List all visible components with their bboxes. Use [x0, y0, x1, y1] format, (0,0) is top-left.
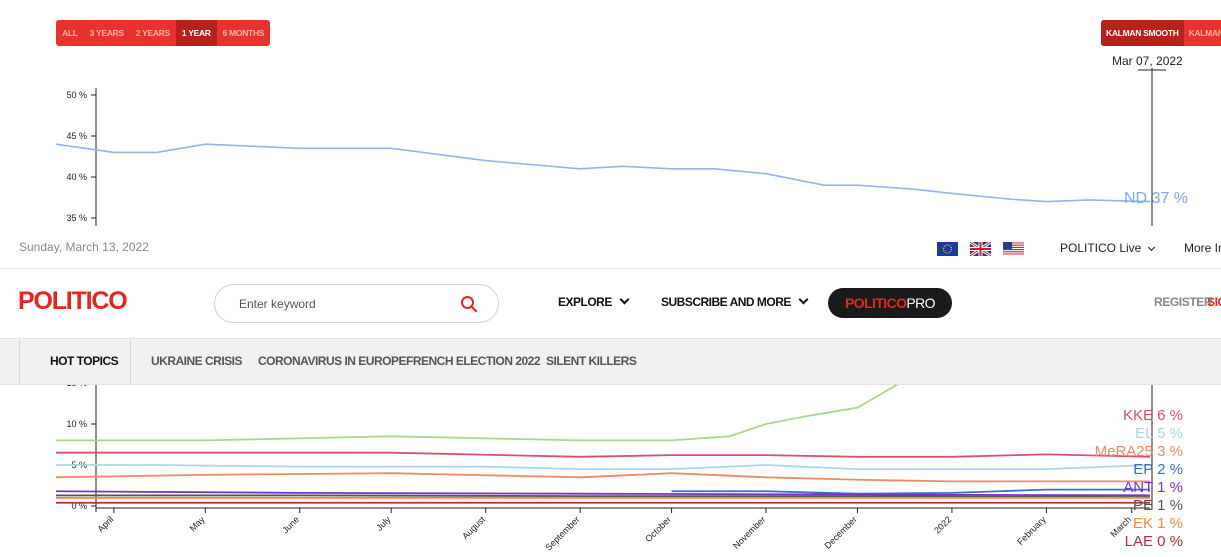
legend-party-value: 2 %: [1157, 461, 1183, 478]
legend-el: EL 5 %: [1135, 425, 1183, 442]
series-line-ep: [671, 488, 1150, 495]
hot-topics-label: HOT TOPICS: [19, 339, 131, 384]
y-tick-label-upper: 35 %: [66, 213, 87, 223]
legend-ek: EK 1 %: [1133, 515, 1183, 532]
chevron-down-icon: [1147, 243, 1155, 252]
y-tick-label-lower: 10 %: [66, 419, 87, 429]
time-range-selector: ALL 3 YEARS 2 YEARS 1 YEAR 6 MONTHS: [56, 20, 271, 46]
legend-mera25: MeRA25 3 %: [1095, 443, 1183, 460]
x-tick-label: May: [188, 514, 207, 533]
x-tick-label: October: [643, 514, 673, 544]
range-button-1-year[interactable]: 1 YEAR: [175, 20, 217, 46]
legend-party-name: EL: [1135, 425, 1153, 442]
us-flag-icon[interactable]: [1003, 242, 1024, 256]
smoothing-button-kalman[interactable]: KALMAN: [1188, 28, 1221, 38]
x-tick-label: February: [1015, 514, 1048, 547]
series-line-kke: [56, 451, 1151, 458]
topic-coronavirus[interactable]: CORONAVIRUS IN EUROPE: [258, 354, 406, 368]
series-line-ant: [55, 490, 1151, 497]
range-button-6-months[interactable]: 6 MONTHS: [222, 28, 265, 38]
topic-french-election[interactable]: FRENCH ELECTION 2022: [406, 354, 541, 368]
legend-party-name: PE: [1132, 497, 1153, 514]
legend-party-name: MeRA25: [1094, 443, 1153, 460]
legend-party-value: 1 %: [1157, 479, 1183, 496]
more-in-menu[interactable]: More In: [1184, 241, 1221, 255]
search-icon[interactable]: [460, 295, 478, 313]
chevron-down-icon: [619, 294, 630, 305]
register-link[interactable]: REGISTER: [1154, 295, 1213, 309]
pro-button-label: PRO: [906, 295, 935, 311]
x-tick-label: August: [460, 514, 487, 541]
y-tick-label-lower: 0 %: [71, 501, 87, 511]
legend-kke: KKE 6 %: [1123, 407, 1183, 424]
x-tick-label: December: [822, 514, 858, 550]
legend-party-value: 1 %: [1157, 515, 1183, 532]
x-tick-label: 2022: [932, 514, 953, 535]
series-line-mera25: [55, 472, 1150, 483]
legend-party-name: EP: [1133, 461, 1153, 478]
search-input[interactable]: [239, 295, 449, 313]
x-tick-label: April: [96, 514, 116, 534]
legend-party-name: ANT: [1123, 479, 1153, 496]
legend-party-value: 6 %: [1157, 407, 1183, 424]
smoothing-button-kalman-smooth[interactable]: KALMAN SMOOTH: [1101, 20, 1184, 46]
legend-party-value: 5 %: [1157, 425, 1183, 442]
x-tick-label: June: [280, 514, 301, 535]
nd-series-label: ND 37 %: [1124, 190, 1189, 207]
subscribe-menu[interactable]: SUBSCRIBE AND MORE: [661, 294, 809, 309]
topic-ukraine-crisis[interactable]: UKRAINE CRISIS: [151, 354, 243, 368]
legend-ant: ANT 1 %: [1123, 479, 1183, 496]
x-tick-label: July: [374, 514, 393, 533]
legend-lae: LAE 0 %: [1125, 533, 1183, 550]
topics-bar: HOT TOPICS UKRAINE CRISIS CORONAVIRUS IN…: [0, 338, 1221, 385]
legend-party-value: 1 %: [1157, 497, 1183, 514]
header-divider: [0, 268, 1221, 269]
date-marker-label: Mar 07, 2022: [1112, 54, 1183, 68]
legend-ep: EP 2 %: [1133, 461, 1183, 478]
politico-pro-button[interactable]: POLITICOPRO: [828, 288, 952, 318]
series-line-syriza: [56, 382, 901, 442]
explore-menu[interactable]: EXPLORE: [558, 294, 630, 309]
y-tick-label-upper: 45 %: [66, 131, 87, 141]
legend-party-name: LAE: [1124, 533, 1153, 550]
x-tick-label: November: [731, 514, 767, 550]
legend-party-name: EK: [1132, 515, 1153, 532]
eu-flag-icon[interactable]: [937, 242, 958, 256]
series-line-pe: [56, 494, 1151, 498]
legend-party-value: 0 %: [1157, 533, 1183, 550]
series-line-nd: [55, 143, 1151, 203]
legend-party-value: 3 %: [1157, 443, 1183, 460]
range-button-3-years[interactable]: 3 YEARS: [89, 28, 124, 38]
pro-button-brand: POLITICO: [845, 295, 907, 311]
politico-live-menu[interactable]: POLITICO Live: [1060, 241, 1155, 255]
header-date: Sunday, March 13, 2022: [19, 240, 149, 254]
search-box: [214, 284, 499, 323]
legend-pe: PE 1 %: [1133, 497, 1183, 514]
y-tick-label-upper: 50 %: [66, 90, 87, 100]
smoothing-selector: KALMAN SMOOTH KALMAN: [1101, 20, 1221, 46]
range-button-all[interactable]: ALL: [62, 28, 78, 38]
uk-flag-icon[interactable]: [970, 242, 991, 256]
legend-party-name: KKE: [1122, 407, 1153, 424]
chevron-down-icon: [798, 294, 809, 305]
y-tick-label-upper: 40 %: [66, 172, 87, 182]
series-line-el: [56, 464, 1151, 471]
x-tick-label: September: [543, 514, 581, 552]
sign-in-link[interactable]: SIGN IN: [1207, 295, 1221, 309]
topic-silent-killers[interactable]: SILENT KILLERS: [546, 354, 637, 368]
range-button-2-years[interactable]: 2 YEARS: [135, 28, 170, 38]
politico-logo[interactable]: POLITICO: [18, 287, 128, 315]
